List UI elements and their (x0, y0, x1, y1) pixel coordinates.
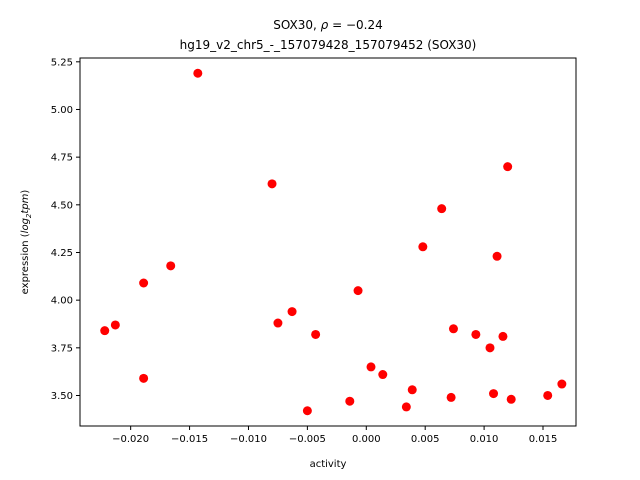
ylabel-tpm: tpm (20, 193, 31, 213)
y-tick-label: 5.00 (51, 105, 73, 116)
ylabel-log: log (20, 218, 31, 233)
data-point (543, 390, 553, 400)
x-axis-label: activity (310, 459, 347, 470)
x-tick-label: 0.015 (529, 434, 558, 445)
data-point (311, 329, 321, 339)
data-point (273, 318, 283, 328)
data-point (353, 286, 363, 296)
data-point (345, 396, 355, 406)
y-tick-label: 5.25 (51, 57, 73, 68)
x-tick-label: −0.010 (230, 434, 267, 445)
data-point (506, 394, 516, 404)
x-tick-label: 0.010 (470, 434, 499, 445)
data-point (446, 392, 456, 402)
plot-area (79, 57, 577, 427)
x-tick-label: −0.015 (171, 434, 208, 445)
title-rho-value: = −0.24 (328, 18, 382, 32)
data-point (401, 402, 411, 412)
data-point (418, 242, 428, 252)
y-tick-label: 4.75 (51, 153, 73, 164)
y-tick-label: 3.50 (51, 391, 73, 402)
data-point (448, 324, 458, 334)
data-point (471, 329, 481, 339)
y-tick-label: 4.50 (51, 200, 73, 211)
title-prefix: SOX30, (273, 18, 320, 32)
y-axis-label: expression (log2tpm) (20, 190, 33, 295)
data-point (498, 331, 508, 341)
ylabel-suffix: ) (20, 190, 31, 194)
chart-title-line2: hg19_v2_chr5_-_157079428_157079452 (SOX3… (180, 38, 477, 52)
data-point (378, 370, 388, 380)
ylabel-subscript: 2 (25, 213, 33, 218)
x-tick-label: −0.020 (112, 434, 149, 445)
data-point (139, 373, 149, 383)
x-tick-label: −0.005 (289, 434, 326, 445)
data-point (166, 261, 176, 271)
data-point (302, 406, 312, 416)
data-point (489, 389, 499, 399)
y-tick-label: 4.25 (51, 248, 73, 259)
title-rho: ρ (321, 18, 329, 32)
data-point (267, 179, 277, 189)
chart-title-line1: SOX30, ρ = −0.24 (273, 18, 383, 32)
data-point (437, 204, 447, 214)
data-point (503, 162, 513, 172)
data-point (492, 251, 502, 261)
x-tick-label: 0.005 (411, 434, 440, 445)
data-points (100, 68, 567, 416)
data-point (366, 362, 376, 372)
data-point (485, 343, 495, 353)
plot-frame (79, 57, 577, 427)
data-point (287, 307, 297, 317)
data-point (557, 379, 567, 389)
x-tick-label: 0.000 (352, 434, 381, 445)
data-point (100, 326, 110, 336)
y-tick-label: 4.00 (51, 296, 73, 307)
y-tick-label: 3.75 (51, 343, 73, 354)
data-point (407, 385, 417, 395)
ylabel-prefix: expression ( (20, 233, 31, 294)
data-point (139, 278, 149, 288)
x-axis-ticks: −0.020 −0.015 −0.010 −0.005 0.000 0.005 0.010 0… (112, 426, 557, 445)
data-point (110, 320, 120, 330)
data-point (193, 68, 203, 78)
y-axis-ticks: 3.50 3.75 4.00 4.25 4.50 4.75 5.00 5.25 (51, 57, 80, 402)
